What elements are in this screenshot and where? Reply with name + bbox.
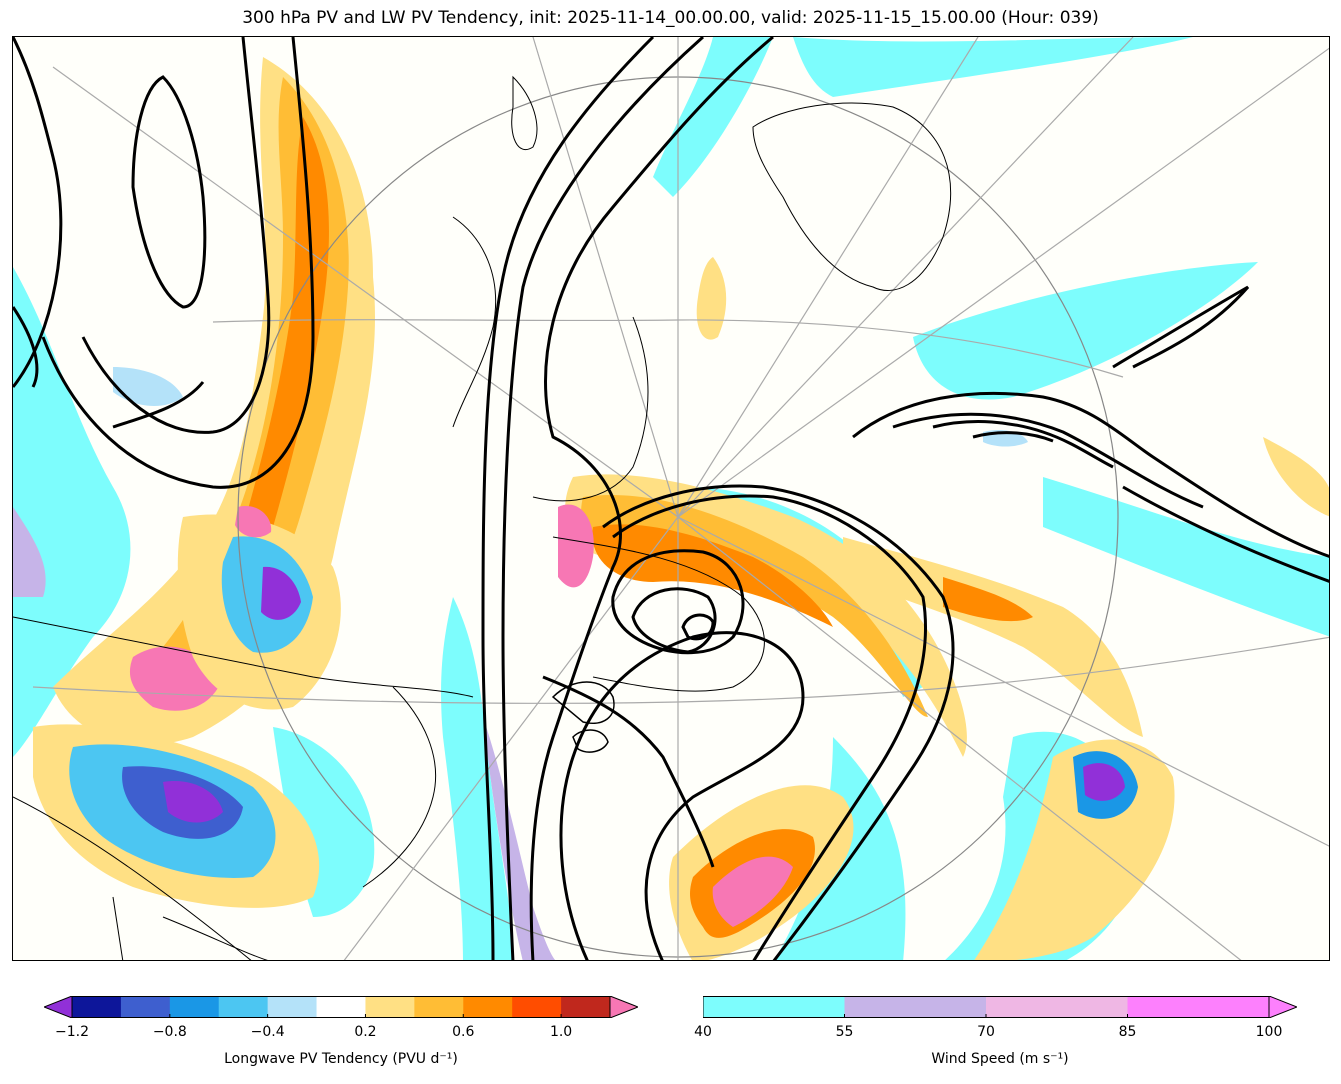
colorbar-tick-label: −0.4 bbox=[250, 1024, 285, 1040]
colorbar-tick-label: 40 bbox=[694, 1024, 712, 1040]
pv-tendency-colorbar-graphic bbox=[42, 995, 640, 1022]
map-panel bbox=[12, 36, 1330, 961]
wind-speed-colorbar-graphic bbox=[702, 995, 1299, 1022]
colorbar-segment bbox=[267, 996, 318, 1018]
colorbar-tick-label: 100 bbox=[1255, 1024, 1283, 1040]
colorbar-segment bbox=[1127, 996, 1270, 1018]
colorbar-segment bbox=[365, 996, 415, 1018]
colorbar-tick-label: 0.2 bbox=[354, 1024, 377, 1040]
colorbar-segment bbox=[561, 996, 611, 1018]
colorbar-segment bbox=[463, 996, 513, 1018]
wind-speed-shading-strong bbox=[13, 507, 556, 960]
colorbar-segment bbox=[218, 996, 269, 1018]
colorbar-segment bbox=[72, 996, 122, 1018]
pv-contours bbox=[13, 37, 1329, 960]
colorbar-under-extension bbox=[42, 995, 73, 1019]
colorbar-segment bbox=[316, 996, 366, 1018]
colorbar-segment bbox=[169, 996, 220, 1018]
pv-contours-thin bbox=[551, 681, 615, 753]
colorbar-segment bbox=[844, 996, 987, 1018]
colorbar-tick-label: 85 bbox=[1118, 1024, 1137, 1040]
colorbar-tick-label: 55 bbox=[835, 1024, 854, 1040]
colorbar-tick-label: −1.2 bbox=[55, 1024, 89, 1040]
colorbar-segment bbox=[986, 996, 1128, 1018]
wind-speed-colorbar bbox=[702, 995, 1299, 1022]
colorbar-tick-label: −0.8 bbox=[152, 1024, 187, 1040]
pv-tendency-colorbar-label: Longwave PV Tendency (PVU d⁻¹) bbox=[224, 1051, 458, 1067]
pv-tendency-colorbar bbox=[42, 995, 640, 1022]
colorbar-segment bbox=[703, 996, 845, 1018]
colorbar-tick-label: 0.6 bbox=[452, 1024, 475, 1040]
colorbar-tick-label: 1.0 bbox=[549, 1024, 573, 1040]
colorbar-over-extension bbox=[609, 995, 640, 1019]
wind-speed-colorbar-label: Wind Speed (m s⁻¹) bbox=[931, 1051, 1069, 1067]
colorbar-segment bbox=[120, 996, 171, 1018]
colorbar-outline bbox=[71, 996, 611, 1018]
graticule bbox=[32, 37, 1329, 960]
colorbar-segment bbox=[414, 996, 464, 1018]
map-plot bbox=[13, 37, 1329, 960]
chart-title: 300 hPa PV and LW PV Tendency, init: 202… bbox=[242, 8, 1099, 28]
colorbar-tick-label: 70 bbox=[977, 1024, 995, 1040]
colorbar-over-extension bbox=[1268, 995, 1299, 1019]
colorbar-segment bbox=[512, 996, 562, 1018]
coastlines bbox=[13, 75, 952, 960]
